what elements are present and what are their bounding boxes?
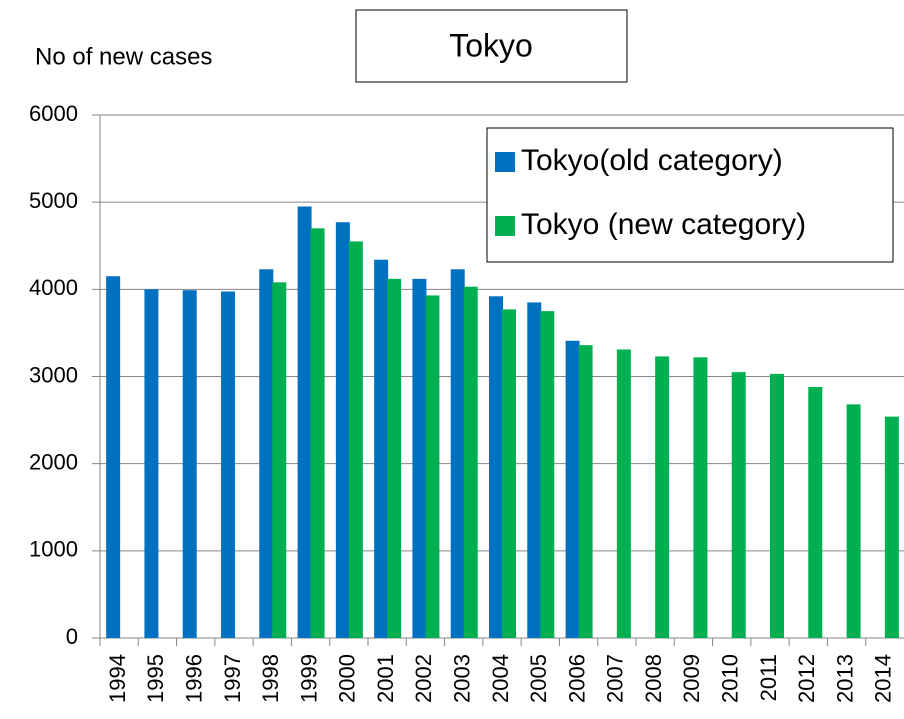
title-box [355, 9, 628, 83]
legend-swatch [495, 152, 515, 172]
bar [731, 372, 746, 638]
bar [272, 282, 287, 638]
bar [565, 340, 580, 638]
bar [616, 349, 631, 638]
x-tick-label: 1998 [258, 654, 283, 703]
x-tick-label: 2011 [756, 654, 781, 701]
bar [335, 222, 350, 638]
bar [884, 416, 899, 638]
x-tick-label: 2007 [603, 654, 628, 703]
y-tick-label: 3000 [29, 362, 78, 387]
bar [297, 206, 312, 638]
y-tick-label: 4000 [29, 275, 78, 300]
x-tick-label: 2001 [373, 654, 398, 703]
x-tick-label: 2009 [679, 654, 704, 703]
x-tick-label: 2003 [450, 654, 475, 703]
x-tick-label: 1997 [220, 654, 245, 703]
bar [502, 309, 516, 638]
chart-title: Tokyo [449, 27, 533, 63]
bar [578, 345, 593, 638]
x-tick-label: 2000 [335, 654, 360, 703]
x-tick-label: 2006 [564, 654, 589, 703]
y-axis-label: No of new cases [35, 43, 212, 70]
y-tick-label: 5000 [29, 188, 78, 213]
x-tick-label: 2013 [832, 654, 857, 703]
x-tick-label: 1996 [182, 654, 207, 703]
bar [259, 269, 274, 638]
bar [348, 241, 363, 638]
x-tick-label: 2004 [488, 654, 513, 703]
legend-label: Tokyo (new category) [521, 208, 806, 241]
bar [425, 295, 440, 638]
x-tick-label: 1999 [296, 654, 321, 703]
bar [106, 276, 121, 638]
x-tick-label: 2010 [718, 654, 743, 703]
x-tick-label: 1994 [105, 654, 130, 703]
legend-box [486, 127, 894, 263]
bar [489, 296, 503, 638]
bar [310, 228, 325, 639]
bar [808, 386, 823, 638]
y-tick-label: 6000 [29, 101, 78, 126]
bar [182, 290, 197, 638]
bar [527, 302, 542, 638]
bar [846, 404, 861, 638]
bar [387, 278, 402, 638]
bar [221, 291, 235, 638]
bar [770, 373, 784, 638]
bar [412, 278, 427, 638]
bar [693, 357, 708, 638]
y-tick-label: 1000 [29, 537, 78, 562]
x-tick-label: 2014 [871, 654, 896, 703]
x-tick-label: 2002 [411, 654, 436, 703]
y-tick-label: 2000 [29, 449, 78, 474]
bar [655, 356, 670, 638]
y-tick-label: 0 [66, 624, 78, 649]
legend-swatch [495, 216, 515, 236]
bar [463, 286, 478, 638]
x-tick-label: 2012 [794, 654, 819, 703]
bar [144, 289, 159, 638]
x-tick-label: 2008 [641, 654, 666, 703]
bar [450, 269, 465, 638]
bar [540, 311, 555, 638]
x-tick-label: 1995 [143, 654, 168, 703]
bar [374, 259, 389, 638]
legend-label: Tokyo(old category) [521, 144, 783, 177]
x-tick-label: 2005 [526, 654, 551, 703]
